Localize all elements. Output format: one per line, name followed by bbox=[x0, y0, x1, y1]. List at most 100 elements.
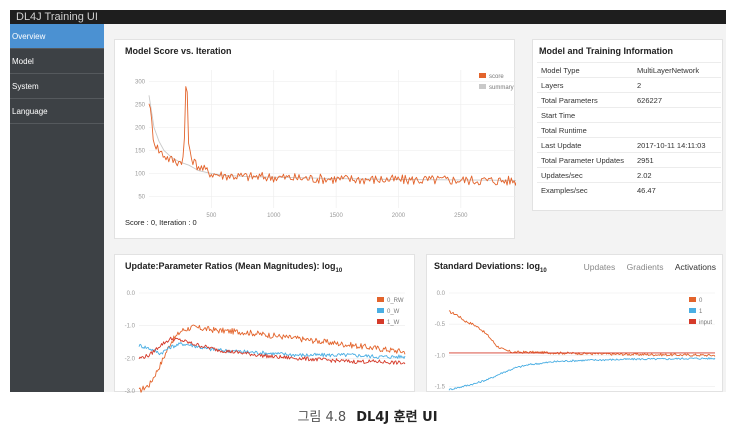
info-key: Layers bbox=[537, 77, 633, 93]
legend-swatch bbox=[479, 73, 486, 78]
info-key: Updates/sec bbox=[537, 167, 633, 183]
y-tick-label: 200 bbox=[135, 126, 146, 132]
legend-swatch bbox=[689, 297, 696, 302]
x-tick-label: 1500 bbox=[329, 213, 343, 219]
sidebar-item-label: Model bbox=[12, 57, 34, 66]
stdev-panel-title-text: Standard Deviations: log bbox=[434, 261, 541, 271]
y-tick-label: 50 bbox=[138, 195, 145, 201]
info-row: Total Parameters 626227 bbox=[537, 92, 721, 108]
stdev-tabs: Updates Gradients Activations bbox=[575, 262, 716, 272]
info-table: Model Type MultiLayerNetwork Layers 2 Total … bbox=[537, 62, 721, 198]
info-key: Model Type bbox=[537, 62, 633, 78]
info-row: Total Parameter Updates 2951 bbox=[537, 152, 721, 168]
series-line-1 bbox=[448, 357, 716, 391]
series-line-0 bbox=[448, 310, 716, 357]
info-value: 626227 bbox=[633, 92, 721, 108]
legend-swatch bbox=[377, 297, 384, 302]
ratio-panel: Update:Parameter Ratios (Mean Magnitudes… bbox=[114, 254, 415, 393]
legend-label: 1 bbox=[699, 309, 703, 315]
figure-caption-text: DL4J 훈련 UI bbox=[356, 410, 438, 425]
legend-swatch bbox=[479, 84, 486, 89]
legend-label: 1_W bbox=[387, 320, 400, 326]
x-tick-label: 500 bbox=[206, 213, 217, 219]
tab-activations[interactable]: Activations bbox=[674, 262, 716, 272]
ratio-panel-title-sub: 10 bbox=[335, 267, 343, 274]
y-tick-label: 0.0 bbox=[127, 291, 136, 297]
info-row: Updates/sec 2.02 bbox=[537, 167, 721, 183]
y-tick-label: -1.0 bbox=[125, 324, 136, 330]
legend-label: summary bbox=[489, 85, 514, 91]
ratio-panel-title-text: Update:Parameter Ratios (Mean Magnitudes… bbox=[125, 261, 336, 271]
info-row: Last Update 2017-10-11 14:11:03 bbox=[537, 137, 721, 153]
info-value: 2.02 bbox=[633, 167, 721, 183]
score-panel: Model Score vs. Iteration 300 250 200 150 10… bbox=[114, 39, 516, 239]
info-value bbox=[633, 122, 721, 138]
sidebar-item-overview[interactable]: Overview bbox=[10, 24, 104, 49]
info-row: Total Runtime bbox=[537, 122, 721, 138]
legend-label: 0_RW bbox=[387, 298, 404, 304]
stdev-chart: 0.0 -0.5 -1.0 -1.5 0 1 input bbox=[435, 291, 716, 391]
series-line-0_RW bbox=[138, 324, 406, 393]
y-tick-label: 300 bbox=[135, 80, 146, 86]
info-value bbox=[633, 107, 721, 123]
sidebar: Overview Model System Language bbox=[10, 24, 104, 392]
info-row: Layers 2 bbox=[537, 77, 721, 93]
figure-caption: 그림 4.8 DL4J 훈련 UI bbox=[0, 406, 735, 425]
sidebar-item-label: System bbox=[12, 82, 39, 91]
info-key: Total Runtime bbox=[537, 122, 633, 138]
legend-label: 0 bbox=[699, 298, 703, 304]
info-row: Model Type MultiLayerNetwork bbox=[537, 62, 721, 78]
info-row: Examples/sec 46.47 bbox=[537, 182, 721, 198]
tab-updates[interactable]: Updates bbox=[583, 262, 616, 272]
figure-number: 그림 4.8 bbox=[297, 410, 347, 425]
stdev-panel-title-sub: 10 bbox=[540, 267, 547, 274]
score-chart: 300 250 200 150 100 50 500 1000 1500 2000 2500 scor… bbox=[135, 70, 516, 219]
y-tick-label: -2.0 bbox=[125, 356, 136, 362]
info-value: 2 bbox=[633, 77, 721, 93]
info-panel-title: Model and Training Information bbox=[539, 46, 673, 56]
stdev-panel: Standard Deviations: log10 Updates Gradi… bbox=[426, 254, 723, 392]
y-tick-label: -1.5 bbox=[435, 385, 446, 391]
ratio-chart: 0.0 -1.0 -2.0 -3.0 0_RW 0_W 1_W bbox=[125, 291, 406, 393]
x-tick-label: 2000 bbox=[392, 213, 406, 219]
sidebar-item-model[interactable]: Model bbox=[10, 49, 104, 74]
series-line-score bbox=[148, 86, 516, 186]
sidebar-item-label: Language bbox=[12, 107, 48, 116]
info-value: 46.47 bbox=[633, 182, 721, 198]
legend-label: score bbox=[489, 74, 504, 80]
info-key: Last Update bbox=[537, 137, 633, 153]
info-key: Total Parameters bbox=[537, 92, 633, 108]
series-line-summary bbox=[148, 95, 516, 181]
ratio-panel-title: Update:Parameter Ratios (Mean Magnitudes… bbox=[125, 261, 342, 274]
legend-swatch bbox=[689, 319, 696, 324]
info-row: Start Time bbox=[537, 107, 721, 123]
y-tick-label: -0.5 bbox=[435, 322, 446, 328]
info-value: 2951 bbox=[633, 152, 721, 168]
y-tick-label: -1.0 bbox=[435, 353, 446, 359]
sidebar-item-language[interactable]: Language bbox=[10, 99, 104, 124]
app-title-bar: DL4J Training UI bbox=[10, 10, 726, 24]
info-panel: Model and Training Information Model Typ… bbox=[532, 39, 723, 211]
legend-swatch bbox=[377, 319, 384, 324]
sidebar-item-label: Overview bbox=[12, 32, 46, 41]
legend-label: input bbox=[699, 320, 712, 326]
legend-swatch bbox=[377, 308, 384, 313]
sidebar-item-system[interactable]: System bbox=[10, 74, 104, 99]
score-panel-title: Model Score vs. Iteration bbox=[125, 46, 232, 56]
y-tick-label: -3.0 bbox=[125, 389, 136, 393]
info-key: Examples/sec bbox=[537, 182, 633, 198]
y-tick-label: 100 bbox=[135, 172, 146, 178]
stdev-panel-title: Standard Deviations: log10 bbox=[434, 261, 547, 274]
y-tick-label: 250 bbox=[135, 103, 146, 109]
info-value: 2017-10-11 14:11:03 bbox=[633, 137, 721, 153]
legend-swatch bbox=[689, 308, 696, 313]
series-line-1_W bbox=[138, 336, 406, 365]
tab-gradients[interactable]: Gradients bbox=[626, 262, 664, 272]
app-title: DL4J Training UI bbox=[16, 11, 98, 23]
info-key: Total Parameter Updates bbox=[537, 152, 633, 168]
info-key: Start Time bbox=[537, 107, 633, 123]
score-iteration-label: Score : 0, Iteration : 0 bbox=[125, 218, 197, 227]
info-value: MultiLayerNetwork bbox=[633, 62, 721, 78]
main-content: Model Score vs. Iteration 300 250 200 150 10… bbox=[104, 24, 726, 393]
x-tick-label: 2500 bbox=[454, 213, 468, 219]
